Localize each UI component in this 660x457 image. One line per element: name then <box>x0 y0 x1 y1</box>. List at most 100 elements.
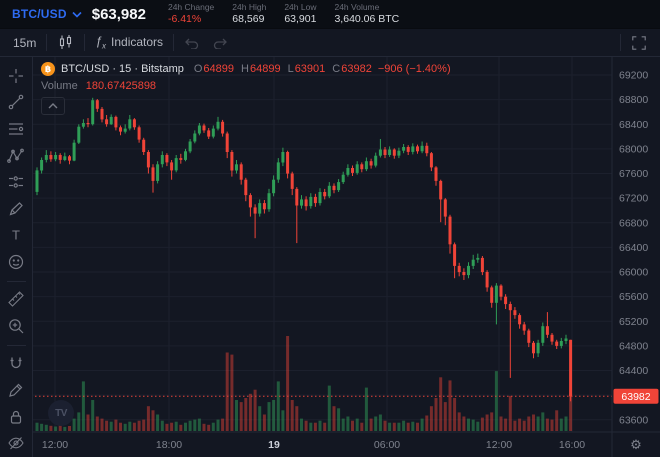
undo-button[interactable] <box>177 34 206 52</box>
stat-value: 3,640.06 BTC <box>334 12 400 25</box>
text-icon: T <box>12 228 20 243</box>
magnet-icon <box>10 357 22 368</box>
svg-text:67200: 67200 <box>619 193 648 205</box>
svg-text:65600: 65600 <box>619 291 648 303</box>
header-last-price: $63,982 <box>91 5 146 23</box>
svg-text:18:00: 18:00 <box>156 439 182 451</box>
stat-value: 63,901 <box>284 12 317 25</box>
toolbar-divider <box>620 34 621 51</box>
svg-text:69200: 69200 <box>619 70 648 82</box>
tool-zoom-in-button[interactable] <box>3 313 29 339</box>
svg-text:66800: 66800 <box>619 217 648 229</box>
stat-24h-high: 24h High 68,569 <box>232 2 267 25</box>
legend-volume-row[interactable]: Volume 180.67425898 <box>41 80 451 92</box>
stat-value: -6.41% <box>167 12 202 25</box>
ohlc-l: L 63901 <box>287 63 326 75</box>
tool-fib-retracement-button[interactable] <box>3 116 29 142</box>
volume-series <box>35 336 573 431</box>
legend-symbol-row[interactable]: ฿ BTC/USD · 15 · Bitstamp O 64899 H 64899 L 6… <box>41 62 451 76</box>
stat-label: 24h Change <box>167 2 215 13</box>
svg-text:12:00: 12:00 <box>42 439 68 451</box>
chevron-down-icon <box>72 11 82 18</box>
sidebar-divider <box>6 280 26 282</box>
chart-legend: ฿ BTC/USD · 15 · Bitstamp O 64899 H 64899 L 6… <box>41 62 451 115</box>
svg-text:06:00: 06:00 <box>374 439 400 451</box>
svg-text:65200: 65200 <box>619 316 648 328</box>
svg-text:16:00: 16:00 <box>559 439 585 451</box>
ruler-icon <box>8 291 24 308</box>
stat-value: 68,569 <box>232 12 265 25</box>
timeframe-button[interactable]: 15m <box>6 33 43 53</box>
svg-text:66400: 66400 <box>619 242 648 254</box>
svg-text:64400: 64400 <box>619 365 648 377</box>
emoji-icon <box>8 254 24 269</box>
prediction-icon <box>9 176 23 188</box>
toolbar-divider <box>84 34 86 51</box>
svg-text:67600: 67600 <box>619 168 648 180</box>
tool-edit-button[interactable] <box>3 377 29 403</box>
tool-crosshair-button[interactable] <box>3 63 29 89</box>
ohlc-c: C 63982 <box>332 63 372 75</box>
tradingview-logo-icon: TV <box>55 407 67 419</box>
tool-trend-line-button[interactable] <box>3 90 29 116</box>
stat-24h-change: 24h Change -6.41% <box>167 2 215 25</box>
symbol-label: BTC/USD <box>12 7 67 21</box>
tool-magnet-button[interactable] <box>3 351 29 377</box>
toolbar-divider <box>46 34 48 51</box>
sidebar-divider <box>6 344 26 346</box>
tool-eye-off-button[interactable] <box>3 430 29 456</box>
legend-collapse-button[interactable] <box>41 97 65 115</box>
symbol-switcher[interactable]: BTC/USD <box>0 7 92 21</box>
svg-text:63600: 63600 <box>619 414 648 426</box>
fx-icon: ƒx <box>95 34 107 51</box>
redo-arrow-icon <box>213 38 227 49</box>
tool-prediction-button[interactable] <box>3 169 29 195</box>
tool-text-button[interactable]: T <box>3 222 29 248</box>
last-price-badge-text: 63982 <box>621 391 650 403</box>
svg-text:68400: 68400 <box>619 119 648 131</box>
stat-label: 24h Low <box>284 2 317 13</box>
svg-text:T: T <box>12 228 20 243</box>
tool-emoji-button[interactable] <box>3 249 29 275</box>
eye-off-icon <box>8 437 24 450</box>
symbol-header: BTC/USD $63,982 24h Change -6.41% 24h Hig… <box>0 0 660 29</box>
fullscreen-button[interactable] <box>624 32 654 54</box>
time-axis[interactable]: 12:00 18:00 19 06:00 12:00 16:00 <box>42 439 585 451</box>
indicators-label: Indicators <box>111 35 164 50</box>
tool-lock-button[interactable] <box>3 404 29 430</box>
redo-button[interactable] <box>206 34 235 52</box>
tool-ruler-button[interactable] <box>3 287 29 313</box>
legend-change: −906 (−1.40%) <box>377 63 451 75</box>
stat-label: 24h Volume <box>334 2 380 13</box>
legend-ohlc: O 64899 H 64899 L 63901 C 63982 <box>194 63 372 75</box>
svg-text:68800: 68800 <box>619 94 648 106</box>
ohlc-o: O 64899 <box>193 63 235 75</box>
fib-retracement-icon <box>9 123 24 135</box>
lock-icon <box>10 410 22 424</box>
indicators-button[interactable]: ƒx Indicators <box>88 31 170 53</box>
ohlc-h: H 64899 <box>241 63 281 75</box>
chart-canvas[interactable]: 69200 68800 68400 68000 67600 67200 66800 66400… <box>33 57 660 457</box>
svg-text:19: 19 <box>268 439 280 451</box>
tool-xabcd-pattern-button[interactable] <box>3 143 29 169</box>
undo-arrow-icon <box>185 38 199 49</box>
chart-toolbar: 15m ƒx Indicators <box>0 29 660 57</box>
svg-text:64800: 64800 <box>619 340 648 352</box>
zoom-in-icon <box>9 319 24 334</box>
chart-area: 69200 68800 68400 68000 67600 67200 66800 66400… <box>33 57 660 457</box>
volume-label: Volume <box>41 80 78 92</box>
fullscreen-icon <box>632 35 646 50</box>
axis-settings-gear-icon[interactable]: ⚙ <box>630 437 642 452</box>
stat-24h-low: 24h Low 63,901 <box>284 2 317 25</box>
chart-style-button[interactable] <box>50 31 81 54</box>
tool-brush-button[interactable] <box>3 196 29 222</box>
price-axis[interactable]: 69200 68800 68400 68000 67600 67200 66800 66400… <box>619 70 648 427</box>
svg-text:68000: 68000 <box>619 143 648 155</box>
stat-24h-volume: 24h Volume 3,640.06 BTC <box>334 2 400 25</box>
candlestick-series <box>35 97 573 402</box>
timeframe-label: 15m <box>13 35 37 50</box>
drawing-tools-sidebar: T <box>0 57 33 457</box>
stat-label: 24h High <box>232 2 267 13</box>
market-stats: 24h Change -6.41% 24h High 68,569 24h Low … <box>167 2 400 25</box>
